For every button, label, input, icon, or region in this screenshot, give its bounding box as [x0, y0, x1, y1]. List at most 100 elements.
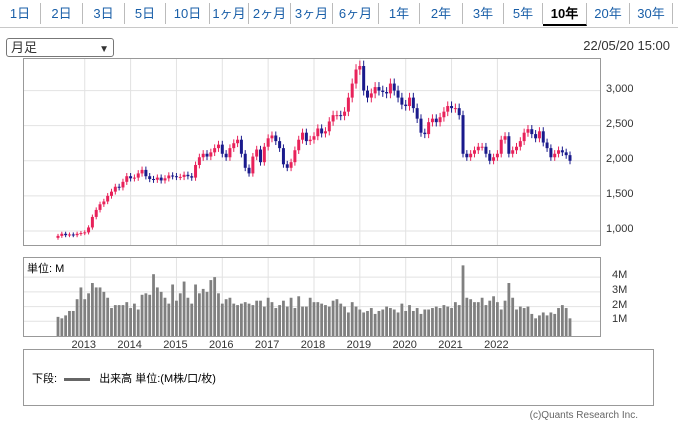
volume-bar: [186, 297, 190, 336]
tab-7[interactable]: 3ヶ月: [291, 3, 333, 24]
candle-body: [155, 177, 159, 180]
volume-bar: [526, 306, 530, 336]
volume-bar: [431, 308, 434, 336]
candle-body: [503, 136, 507, 140]
volume-bar: [113, 305, 117, 336]
volume-bar: [408, 305, 411, 336]
candle-body: [446, 106, 450, 112]
candle-body: [488, 153, 492, 161]
volume-bar: [64, 315, 68, 336]
volume-bar: [159, 291, 163, 336]
price-tick-label: 3,000: [606, 82, 634, 95]
tab-6[interactable]: 2ヶ月: [249, 3, 291, 24]
chevron-down-icon: ▼: [99, 44, 109, 55]
volume-bar: [373, 313, 377, 336]
tab-8[interactable]: 6ヶ月: [333, 3, 379, 24]
chart-period-value: 月足: [11, 40, 38, 55]
volume-bar: [389, 308, 392, 336]
candle-body: [297, 139, 301, 151]
volume-bar: [125, 302, 129, 336]
volume-bar: [560, 305, 564, 336]
volume-bar: [331, 300, 335, 336]
volume-bar: [469, 299, 473, 336]
candle-body: [350, 83, 354, 98]
volume-bar: [419, 313, 423, 336]
candle-body: [568, 155, 572, 161]
tab-5[interactable]: 1ヶ月: [210, 3, 249, 24]
candle-body: [236, 139, 240, 144]
candle-body: [159, 177, 163, 181]
candle-body: [113, 186, 117, 192]
candle-body: [495, 153, 499, 158]
candle-body: [450, 106, 454, 109]
volume-bar: [385, 306, 388, 336]
volume-bar: [129, 308, 132, 336]
tab-1[interactable]: 2日: [41, 3, 83, 24]
candle-body: [530, 129, 534, 135]
tab-10[interactable]: 2年: [420, 3, 463, 24]
volume-bar: [354, 306, 358, 336]
candle-body: [335, 115, 339, 117]
candle-body: [541, 131, 545, 143]
volume-bar: [476, 302, 480, 336]
volume-bar: [366, 310, 369, 336]
tab-0[interactable]: 1日: [0, 3, 41, 24]
tab-9[interactable]: 1年: [379, 3, 420, 24]
tab-13[interactable]: 10年: [543, 3, 587, 26]
candle-body: [308, 139, 312, 142]
volume-bar: [285, 306, 289, 336]
tab-12[interactable]: 5年: [504, 3, 543, 24]
volume-bar: [71, 310, 75, 336]
candle-body: [377, 87, 381, 91]
candle-body: [461, 115, 465, 154]
volume-bar: [60, 318, 64, 336]
candle-body: [343, 111, 347, 116]
volume-bar: [75, 299, 79, 336]
volume-bar: [171, 284, 175, 336]
volume-bar: [511, 297, 515, 336]
candle-body: [251, 156, 255, 174]
tab-15[interactable]: 30年: [630, 3, 673, 24]
volume-bar: [381, 309, 385, 336]
candle-body: [515, 146, 519, 151]
candle-body: [427, 122, 431, 135]
chart-period-select[interactable]: 月足 ▼: [6, 38, 114, 57]
tab-11[interactable]: 3年: [463, 3, 504, 24]
candle-body: [534, 134, 538, 139]
candle-body: [301, 132, 305, 140]
volume-tick-label: 4M: [612, 269, 628, 282]
year-tick-label: 2017: [254, 339, 280, 351]
candle-body: [304, 132, 308, 142]
tab-2[interactable]: 3日: [83, 3, 125, 24]
candle-body: [278, 141, 282, 149]
volume-bar: [434, 306, 438, 336]
last-update-datetime: 22/05/20 15:00: [583, 38, 670, 53]
candle-body: [132, 177, 136, 179]
tab-3[interactable]: 5日: [125, 3, 166, 24]
volume-bar: [339, 303, 343, 336]
candle-body: [106, 195, 110, 202]
volume-bar: [518, 306, 522, 336]
copyright-notice: (c)Quants Research Inc.: [529, 410, 638, 421]
candle-body: [373, 87, 377, 94]
volume-bar: [496, 302, 499, 336]
candle-body: [109, 191, 113, 196]
candle-body: [197, 157, 201, 165]
volume-bar: [83, 299, 87, 336]
volume-bar: [94, 287, 98, 336]
candle-body: [442, 111, 446, 118]
candle-body: [220, 144, 224, 154]
tab-14[interactable]: 20年: [587, 3, 630, 24]
volume-tick-label: 3M: [612, 283, 628, 296]
volume-bar: [289, 297, 293, 336]
tab-4[interactable]: 10日: [166, 3, 210, 24]
candle-body: [102, 201, 106, 205]
price-tick-label: 1,000: [606, 222, 634, 235]
candle-body: [388, 83, 392, 94]
price-chart-panel: [23, 58, 601, 246]
candle-body: [125, 176, 129, 182]
volume-bar: [232, 303, 236, 336]
volume-bar: [350, 302, 354, 336]
volume-bar: [515, 309, 518, 336]
candle-body: [174, 176, 178, 178]
